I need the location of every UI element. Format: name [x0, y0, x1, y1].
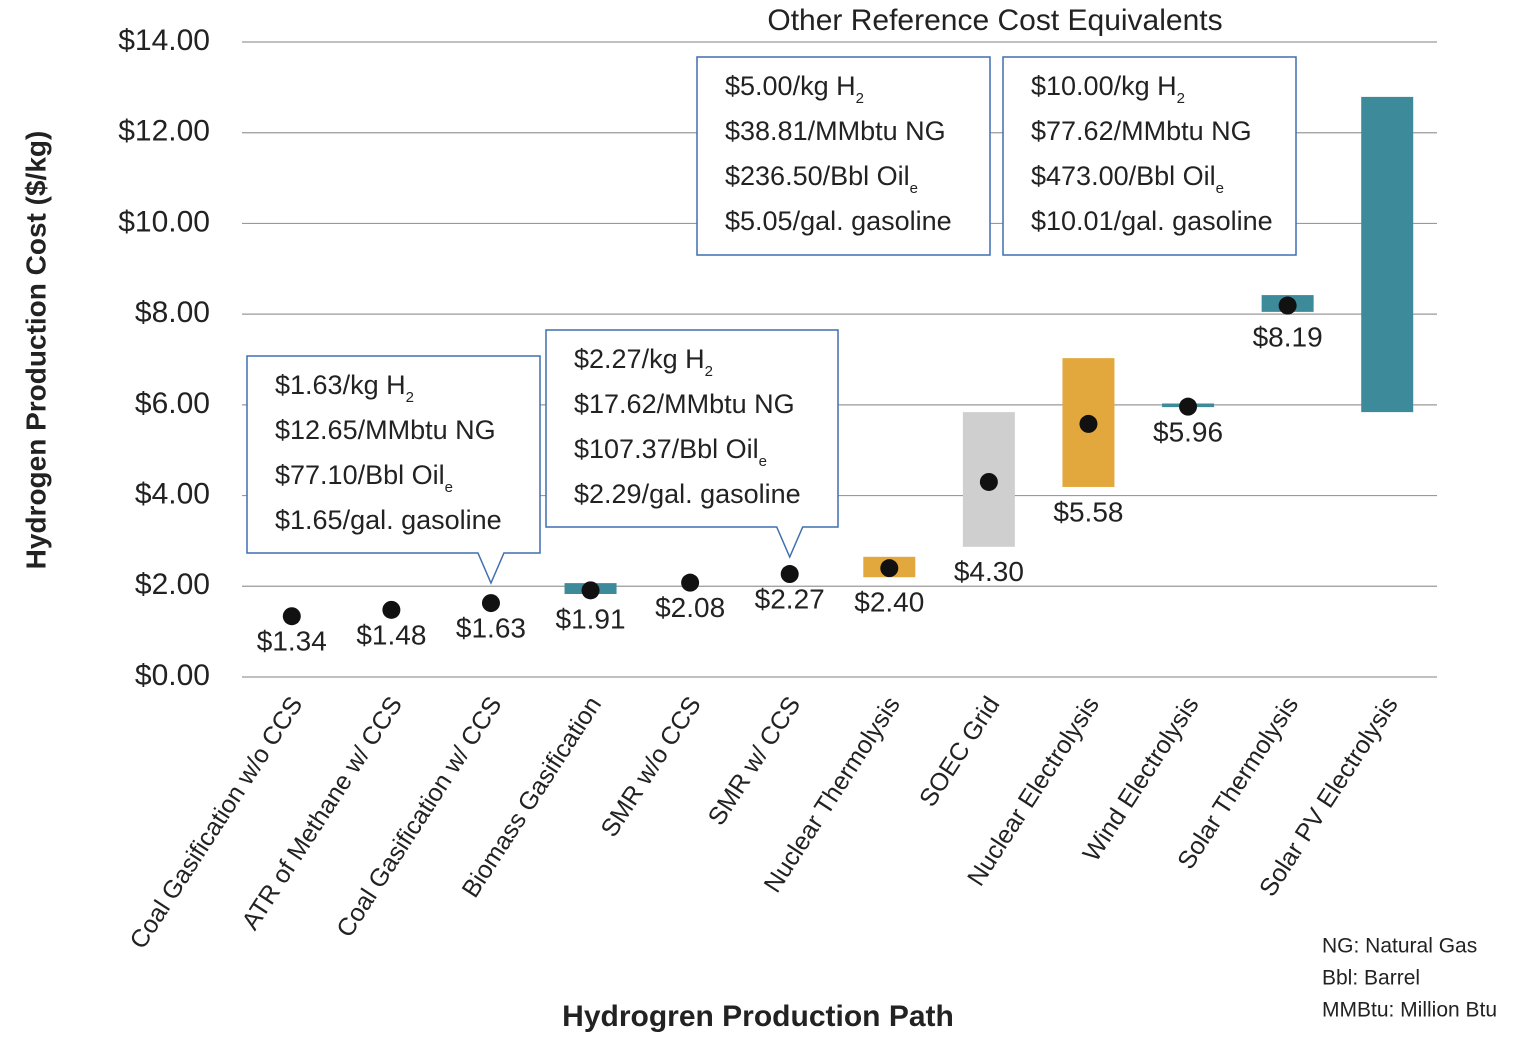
callout-line: $2.29/gal. gasoline — [574, 479, 801, 509]
callout-line: $77.10/Bbl Oile — [275, 460, 453, 496]
x-tick-label: Coal Gasification w/o CCS — [124, 692, 308, 954]
x-tick-label: SOEC Grid — [914, 692, 1006, 812]
callout-text: $10.01/gal. gasoline — [1031, 206, 1273, 236]
footnote: NG: Natural Gas — [1322, 935, 1477, 958]
point — [979, 472, 998, 491]
range-bar — [1361, 96, 1414, 413]
y-tick-label: $6.00 — [135, 387, 210, 420]
callout-text: $17.62/MMbtu NG — [574, 389, 795, 419]
callout-box — [246, 355, 541, 585]
callout-subscript: e — [445, 479, 453, 496]
callout-subscript: e — [1216, 180, 1224, 197]
point — [581, 581, 600, 600]
callout-text: $1.65/gal. gasoline — [275, 505, 502, 535]
value-label: $2.08 — [655, 592, 725, 623]
value-label: $1.34 — [257, 626, 327, 657]
point — [282, 607, 301, 626]
value-label: $1.48 — [356, 619, 426, 650]
callout-text: $473.00/Bbl Oil — [1031, 161, 1216, 191]
callout-line: $38.81/MMbtu NG — [725, 116, 946, 146]
value-label: $2.27 — [755, 583, 825, 614]
callout-line: $473.00/Bbl Oile — [1031, 161, 1224, 197]
callout-subscript: 2 — [1177, 90, 1185, 107]
value-label: $1.63 — [456, 612, 526, 643]
footnote: Bbl: Barrel — [1322, 967, 1420, 990]
value-label: $4.30 — [954, 556, 1024, 587]
callout-text: $5.05/gal. gasoline — [725, 206, 952, 236]
callout-text: $5.00/kg H — [725, 71, 856, 101]
value-label: $8.19 — [1253, 321, 1323, 352]
callout-subscript: e — [910, 180, 918, 197]
point — [1179, 397, 1198, 416]
callout-line: $12.65/MMbtu NG — [275, 415, 496, 445]
callout-line: $77.62/MMbtu NG — [1031, 116, 1252, 146]
footnote: MMBtu: Million Btu — [1322, 999, 1497, 1022]
callout-line: $107.37/Bbl Oile — [574, 434, 767, 470]
callout-line: $10.01/gal. gasoline — [1031, 206, 1273, 236]
callout-box — [1002, 56, 1297, 256]
callout-line: $2.27/kg H2 — [574, 344, 713, 380]
x-tick-label: SMR w/ CCS — [703, 692, 807, 831]
y-tick-label: $12.00 — [118, 115, 210, 148]
point — [481, 594, 500, 613]
callout-line: $1.65/gal. gasoline — [275, 505, 502, 535]
callout-subscript: 2 — [406, 389, 414, 406]
callout-text: $12.65/MMbtu NG — [275, 415, 496, 445]
x-tick-label: SMR w/o CCS — [595, 692, 706, 842]
callout-text: $236.50/Bbl Oil — [725, 161, 910, 191]
annotation-header: Other Reference Cost Equivalents — [767, 4, 1222, 37]
y-tick-label: $4.00 — [135, 477, 210, 510]
callout-box — [545, 329, 839, 559]
y-tick-label: $14.00 — [118, 24, 210, 57]
point — [1079, 414, 1098, 433]
y-tick-label: $10.00 — [118, 205, 210, 238]
y-tick-label: $0.00 — [135, 659, 210, 692]
value-label: $1.91 — [556, 603, 626, 634]
callout-line: $5.00/kg H2 — [725, 71, 864, 107]
y-axis-title: Hydrogen Production Cost ($/kg) — [20, 131, 51, 570]
y-tick-label: $8.00 — [135, 296, 210, 329]
y-tick-label: $2.00 — [135, 568, 210, 601]
point — [382, 600, 401, 619]
callout-line: $10.00/kg H2 — [1031, 71, 1185, 107]
callout-text: $107.37/Bbl Oil — [574, 434, 759, 464]
point — [880, 559, 899, 578]
x-axis-title: Hydrogren Production Path — [562, 1000, 954, 1033]
callout-text: $2.29/gal. gasoline — [574, 479, 801, 509]
callout-text: $38.81/MMbtu NG — [725, 116, 946, 146]
callout-box — [696, 56, 991, 256]
callout-line: $17.62/MMbtu NG — [574, 389, 795, 419]
callout-line: $236.50/Bbl Oile — [725, 161, 918, 197]
callout-line: $5.05/gal. gasoline — [725, 206, 952, 236]
value-label: $5.58 — [1053, 496, 1123, 527]
callout-line: $1.63/kg H2 — [275, 370, 414, 406]
callout-text: $2.27/kg H — [574, 344, 705, 374]
point — [1278, 296, 1297, 315]
callout-subscript: 2 — [856, 90, 864, 107]
callout-subscript: 2 — [705, 363, 713, 380]
callout-text: $77.62/MMbtu NG — [1031, 116, 1252, 146]
x-tick-label: Coal Gasification w/ CCS — [331, 692, 507, 943]
callout-subscript: e — [759, 453, 767, 470]
callout-text: $77.10/Bbl Oil — [275, 460, 445, 490]
point — [681, 573, 700, 592]
point — [780, 565, 799, 584]
callout-text: $10.00/kg H — [1031, 71, 1177, 101]
value-label: $5.96 — [1153, 417, 1223, 448]
callout-text: $1.63/kg H — [275, 370, 406, 400]
value-label: $2.40 — [854, 587, 924, 618]
